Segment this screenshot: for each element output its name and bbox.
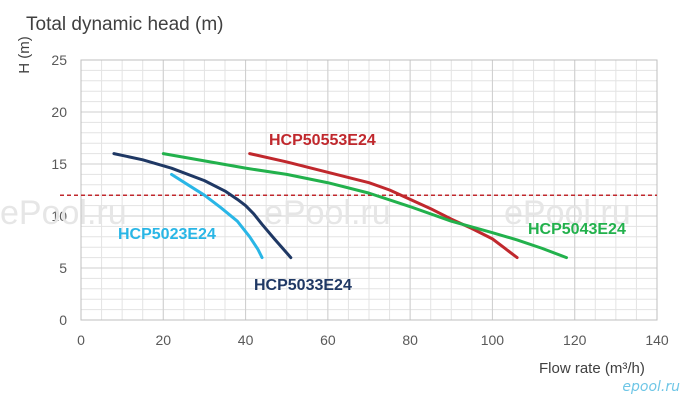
x-tick-label: 0 (77, 332, 85, 348)
watermark-layer: ePool.ru ePool.ru ePool.ru (0, 194, 631, 232)
watermark-text: ePool.ru (0, 194, 127, 232)
x-tick-label: 60 (320, 332, 336, 348)
y-tick-label: 20 (51, 104, 67, 120)
chart-title: Total dynamic head (m) (26, 14, 224, 35)
watermark-text: ePool.ru (504, 194, 631, 232)
y-tick-label: 5 (59, 260, 67, 276)
y-tick-label: 0 (59, 312, 67, 328)
corner-watermark: epool.ru (622, 379, 680, 395)
x-axis-label: Flow rate (m³/h) (539, 360, 645, 377)
y-tick-label: 15 (51, 156, 67, 172)
watermark-text: ePool.ru (264, 194, 391, 232)
plot-border (80, 59, 658, 321)
y-tick-label: 25 (51, 52, 67, 68)
x-tick-label: 100 (481, 332, 505, 348)
y-tick-label: 10 (51, 208, 67, 224)
series-line-hcp5023e24 (170, 172, 264, 260)
series-line-hcp50553e24 (248, 152, 519, 260)
series-label-hcp5043e24: HCP5043E24 (528, 221, 626, 238)
series-line-hcp5033e24 (112, 152, 293, 260)
chart-axes: 0 20 40 60 80 100 120 140 0 5 10 15 20 25 (51, 52, 668, 348)
x-tick-label: 80 (402, 332, 418, 348)
series-label-hcp5033e24: HCP5033E24 (254, 277, 352, 294)
x-tick-label: 140 (645, 332, 669, 348)
series-label-hcp5023e24: HCP5023E24 (118, 226, 216, 243)
chart-grid (80, 59, 658, 321)
x-tick-label: 20 (155, 332, 171, 348)
series-line-hcp5043e24 (161, 152, 568, 260)
x-tick-label: 40 (238, 332, 254, 348)
series-layer (112, 152, 568, 260)
series-label-hcp50553e24: HCP50553E24 (269, 132, 376, 149)
series-label-layer: HCP5023E24 HCP5033E24 HCP50553E24 HCP5043E2… (118, 132, 626, 294)
x-tick-label: 120 (563, 332, 587, 348)
